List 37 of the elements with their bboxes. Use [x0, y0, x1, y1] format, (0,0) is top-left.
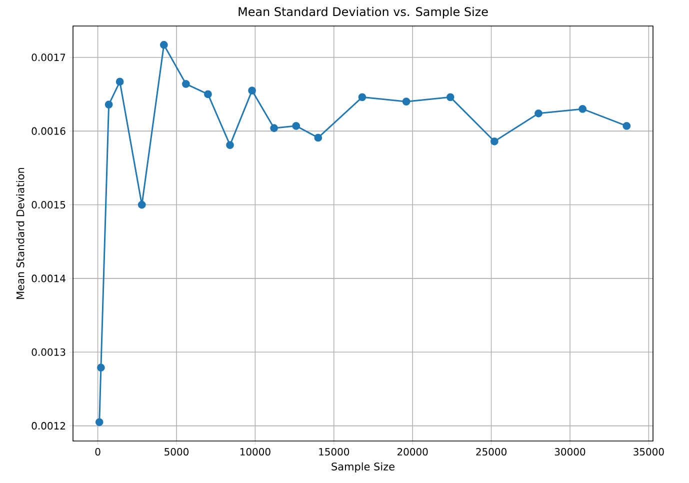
x-axis-title: Sample Size	[332, 462, 394, 473]
x-tick-label: 20000	[397, 448, 428, 456]
x-tick-label: 30000	[554, 448, 586, 456]
point	[490, 137, 498, 146]
point	[446, 93, 454, 102]
y-tick-label: 0.0012	[32, 422, 65, 430]
y-tick-label: 0.0016	[32, 127, 66, 135]
x-tick-label: 15000	[319, 448, 350, 456]
point	[96, 364, 105, 372]
point	[270, 124, 278, 132]
x-tick-label: 0	[95, 448, 100, 456]
point	[314, 134, 322, 142]
point	[138, 200, 146, 209]
point	[402, 98, 410, 106]
point	[578, 105, 587, 113]
y-tick-label: 0.0017	[32, 54, 66, 62]
x-tick-label: 25000	[476, 448, 506, 456]
point	[95, 418, 104, 426]
chart-title: Mean Standard Deviation vs. Sample Size	[238, 6, 488, 18]
y-tick-label: 0.0015	[32, 200, 66, 209]
point	[248, 86, 256, 94]
x-tick-label: 5000	[164, 448, 189, 456]
x-tick-label: 35000	[634, 448, 664, 456]
point	[358, 93, 366, 102]
y-axis-title: Mean Standard Deviation	[16, 168, 24, 299]
point	[204, 90, 212, 98]
point	[104, 100, 113, 108]
point	[622, 122, 631, 130]
point	[292, 122, 300, 130]
point	[182, 80, 190, 88]
point	[226, 141, 234, 150]
y-tick-label: 0.0013	[32, 348, 66, 356]
point	[534, 109, 542, 118]
x-tick-label: 10000	[240, 448, 270, 456]
point	[160, 40, 168, 49]
y-tick-label: 0.0014	[32, 274, 66, 282]
point	[116, 78, 124, 86]
